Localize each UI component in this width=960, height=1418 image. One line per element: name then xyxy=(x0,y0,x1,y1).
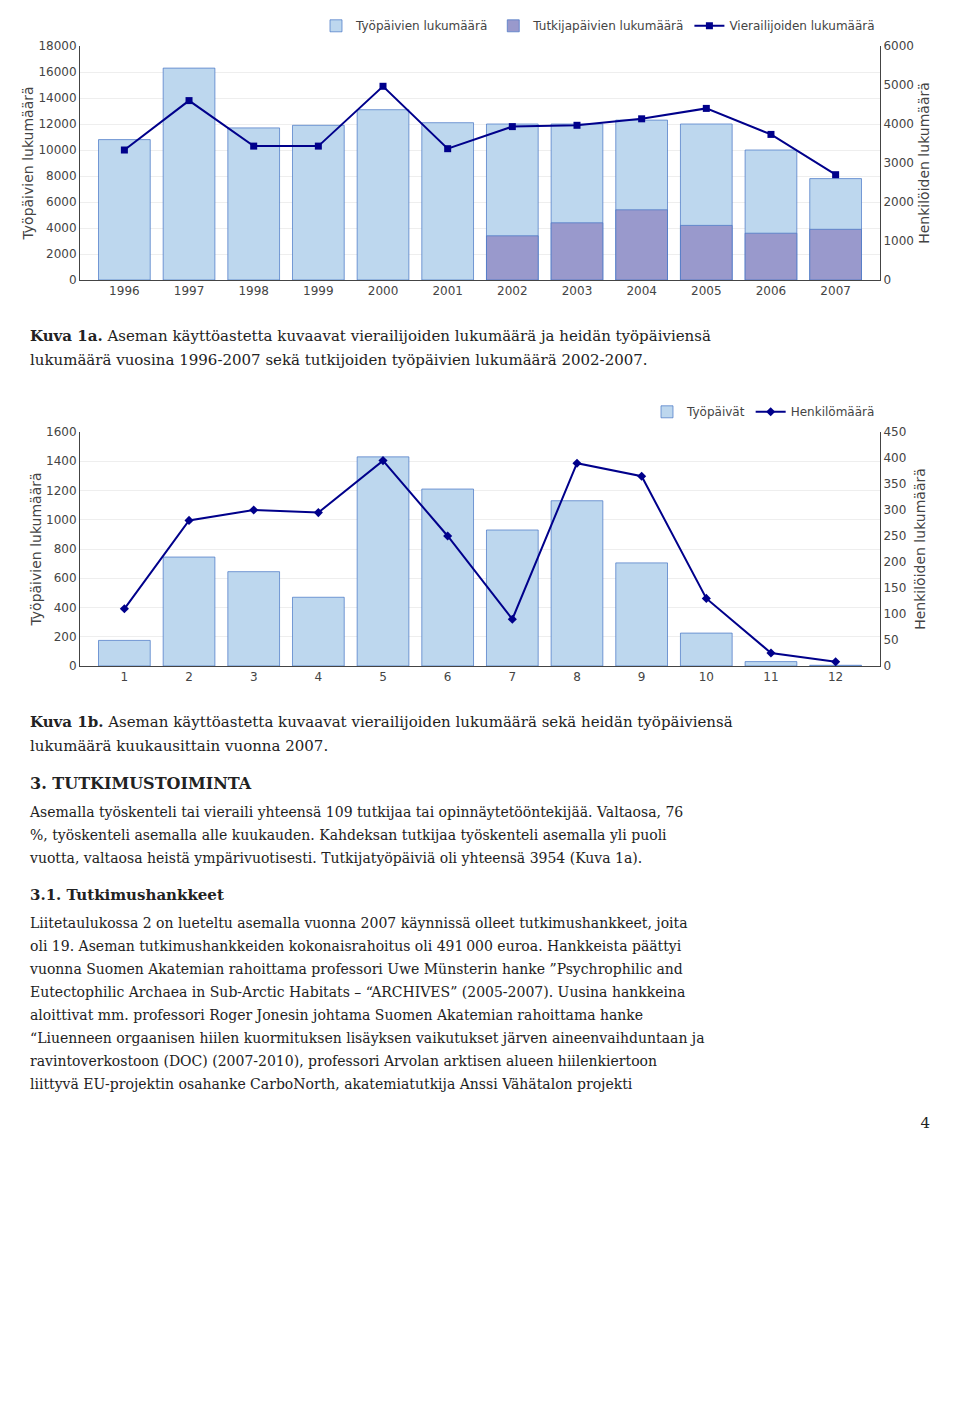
svg-text:0: 0 xyxy=(883,659,891,673)
svg-text:2000: 2000 xyxy=(368,284,399,298)
svg-text:200: 200 xyxy=(54,630,77,644)
svg-text:1000: 1000 xyxy=(46,513,77,527)
svg-text:2006: 2006 xyxy=(756,284,787,298)
svg-text:1400: 1400 xyxy=(46,454,77,468)
html-text:liittyvä EU-projektin osahanke: liittyvä EU-projektin osahanke CarboNort… xyxy=(30,1076,633,1092)
svg-text:250: 250 xyxy=(883,529,906,543)
html-text:vuonna Suomen Akatemian rahoit: vuonna Suomen Akatemian rahoittama profe… xyxy=(30,961,683,977)
svg-text:0: 0 xyxy=(69,659,77,673)
svg-text:2004: 2004 xyxy=(626,284,657,298)
svg-text:50: 50 xyxy=(883,633,898,647)
html-text:ravintoverkostoon (DOC) (2007-: ravintoverkostoon (DOC) (2007-2010), pro… xyxy=(30,1053,658,1069)
html-text:3. TUTKIMUSTOIMINTA: 3. TUTKIMUSTOIMINTA xyxy=(30,774,252,793)
svg-text:Työpäivien lukumäärä: Työpäivien lukumäärä xyxy=(355,19,487,33)
html-text:Kuva 1b. Aseman käyttöastetta: Kuva 1b. Aseman käyttöastetta kuvaavat v… xyxy=(30,713,733,731)
svg-text:800: 800 xyxy=(54,542,77,556)
html-text:vuotta, valtaosa heistä ympäri: vuotta, valtaosa heistä ympärivuotisesti… xyxy=(30,850,643,866)
svg-text:1000: 1000 xyxy=(883,234,914,248)
svg-text:1600: 1600 xyxy=(46,425,77,439)
svg-text:350: 350 xyxy=(883,477,906,491)
svg-text:Tutkijapäivien lukumäärä: Tutkijapäivien lukumäärä xyxy=(532,19,683,33)
svg-text:Henkilömäärä: Henkilömäärä xyxy=(791,405,875,419)
svg-text:8000: 8000 xyxy=(46,169,77,183)
svg-text:Työpäivien lukumäärä: Työpäivien lukumäärä xyxy=(28,472,44,626)
svg-text:1998: 1998 xyxy=(238,284,269,298)
svg-text:200: 200 xyxy=(883,555,906,569)
svg-text:14000: 14000 xyxy=(38,91,76,105)
svg-text:2003: 2003 xyxy=(562,284,593,298)
svg-text:6000: 6000 xyxy=(883,39,914,53)
svg-text:12: 12 xyxy=(828,670,843,684)
svg-text:1997: 1997 xyxy=(174,284,205,298)
svg-text:5000: 5000 xyxy=(883,78,914,92)
svg-text:600: 600 xyxy=(54,571,77,585)
svg-text:150: 150 xyxy=(883,581,906,595)
svg-text:2002: 2002 xyxy=(497,284,528,298)
html-text:4: 4 xyxy=(920,1114,930,1132)
html-text:oli 19. Aseman tutkimushankkei: oli 19. Aseman tutkimushankkeiden kokona… xyxy=(30,938,682,954)
svg-text:1999: 1999 xyxy=(303,284,334,298)
html-text:Kuva 1a. Aseman käyttöastetta: Kuva 1a. Aseman käyttöastetta kuvaavat v… xyxy=(30,327,711,345)
svg-text:4000: 4000 xyxy=(883,117,914,131)
html-text:lukumäärä vuosina 1996-2007 se: lukumäärä vuosina 1996-2007 sekä tutkijo… xyxy=(30,351,648,369)
html-text:lukumäärä kuukausittain vuonna: lukumäärä kuukausittain vuonna 2007. xyxy=(30,737,329,755)
html-text:Liitetaulukossa 2 on lueteltu: Liitetaulukossa 2 on lueteltu asemalla v… xyxy=(30,915,688,931)
svg-text:4: 4 xyxy=(315,670,323,684)
svg-text:12000: 12000 xyxy=(38,117,76,131)
svg-text:0: 0 xyxy=(69,273,77,287)
svg-text:300: 300 xyxy=(883,503,906,517)
svg-text:7: 7 xyxy=(509,670,517,684)
svg-text:100: 100 xyxy=(883,607,906,621)
svg-text:Henkilöiden lukumäärä: Henkilöiden lukumäärä xyxy=(912,468,928,630)
svg-text:11: 11 xyxy=(763,670,778,684)
svg-text:6000: 6000 xyxy=(46,195,77,209)
svg-text:450: 450 xyxy=(883,425,906,439)
svg-text:8: 8 xyxy=(573,670,581,684)
html-text:3.1. Tutkimushankkeet: 3.1. Tutkimushankkeet xyxy=(30,886,224,904)
svg-text:2001: 2001 xyxy=(432,284,463,298)
svg-text:1996: 1996 xyxy=(109,284,140,298)
html-text:“Liuenneen orgaanisen hiilen k: “Liuenneen orgaanisen hiilen kuormitukse… xyxy=(30,1030,705,1046)
svg-text:10000: 10000 xyxy=(38,143,76,157)
svg-text:400: 400 xyxy=(883,451,906,465)
svg-text:2005: 2005 xyxy=(691,284,722,298)
svg-text:5: 5 xyxy=(379,670,387,684)
html-text:Eutectophilic Archaea in Sub-A: Eutectophilic Archaea in Sub-Arctic Habi… xyxy=(30,984,686,1000)
svg-text:2: 2 xyxy=(185,670,193,684)
svg-text:2000: 2000 xyxy=(46,247,77,261)
svg-text:Vierailijoiden lukumäärä: Vierailijoiden lukumäärä xyxy=(729,19,874,33)
svg-text:16000: 16000 xyxy=(38,65,76,79)
svg-text:10: 10 xyxy=(699,670,714,684)
svg-text:2000: 2000 xyxy=(883,195,914,209)
svg-text:1200: 1200 xyxy=(46,484,77,498)
svg-text:4000: 4000 xyxy=(46,221,77,235)
svg-text:0: 0 xyxy=(883,273,891,287)
svg-text:9: 9 xyxy=(638,670,646,684)
svg-text:18000: 18000 xyxy=(38,39,76,53)
svg-text:6: 6 xyxy=(444,670,452,684)
svg-text:1: 1 xyxy=(121,670,129,684)
html-text:Asemalla työskenteli tai viera: Asemalla työskenteli tai vieraili yhteen… xyxy=(30,804,684,820)
html-text:%, työskenteli asemalla alle k: %, työskenteli asemalla alle kuukauden. … xyxy=(30,827,667,843)
svg-text:Työpäivät: Työpäivät xyxy=(686,405,745,419)
svg-text:2007: 2007 xyxy=(820,284,851,298)
svg-text:Henkilöiden lukumäärä: Henkilöiden lukumäärä xyxy=(916,82,932,244)
html-text:aloittivat mm. professori Roge: aloittivat mm. professori Roger Jonesin … xyxy=(30,1007,644,1023)
svg-text:3000: 3000 xyxy=(883,156,914,170)
svg-text:Työpäivien lukumäärä: Työpäivien lukumäärä xyxy=(20,86,36,240)
svg-text:3: 3 xyxy=(250,670,258,684)
svg-text:400: 400 xyxy=(54,601,77,615)
